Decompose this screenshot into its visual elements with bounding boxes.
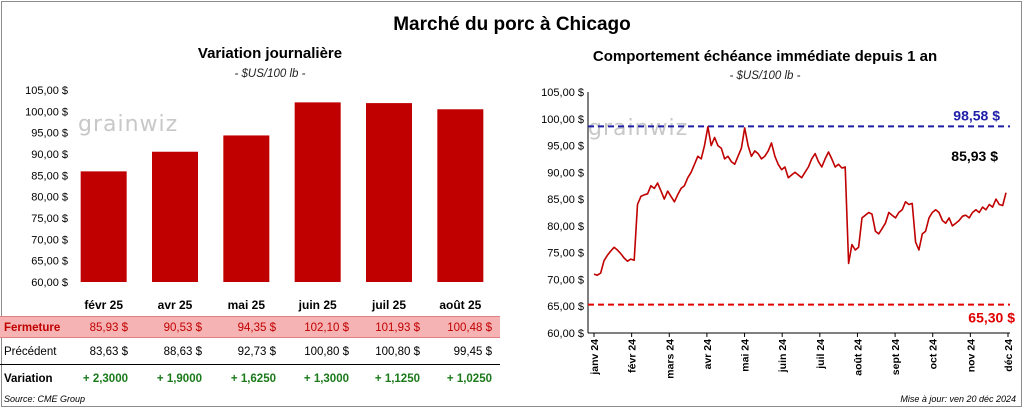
x-tick-label: nov 24 [965, 339, 977, 372]
watermark-logo-left: grainwiz [78, 112, 179, 137]
y-tick-label: 90,00 $ [31, 149, 68, 161]
table-cell: + 2,3000 [82, 373, 128, 385]
x-tick-label: sept 24 [890, 339, 902, 375]
table-row-variation: Variation + 2,3000 + 1,9000 + 1,6250 + 1… [0, 368, 500, 390]
table-cell: 101,93 $ [375, 322, 420, 334]
row-label: Précédent [4, 346, 57, 358]
y-tick-label: 60,00 $ [31, 277, 68, 289]
table-row-fermeture: Fermeture 85,93 $ 90,53 $ 94,35 $ 102,10… [0, 316, 500, 338]
table-cell: + 1,1250 [374, 373, 420, 385]
row-label: Fermeture [4, 322, 61, 334]
table-cell: + 1,6250 [230, 373, 276, 385]
table-cell: 83,63 $ [89, 346, 128, 358]
y-tick-label: 95,00 $ [547, 141, 584, 153]
right-panel-title: Comportement échéance immédiate depuis 1… [592, 48, 938, 65]
table-row-precedent: Précédent 83,63 $ 88,63 $ 92,73 $ 100,80… [0, 341, 500, 363]
y-tick-label: 105,00 $ [25, 85, 68, 97]
x-tick-label: juin 25 [298, 298, 337, 312]
x-tick-label: févr 24 [627, 339, 639, 373]
front-month-line-chart: 60,00 $ 65,00 $ 70,00 $ 75,00 $ 80,00 $ 85,00… [541, 87, 1015, 379]
bar [437, 109, 484, 282]
y-tick-label: 100,00 $ [25, 106, 68, 118]
table-cell: 100,80 $ [304, 346, 349, 358]
x-tick-label: juil 24 [815, 339, 827, 370]
y-tick-label: 75,00 $ [31, 213, 68, 225]
table-cell: 92,73 $ [237, 346, 276, 358]
x-tick-label: janv 24 [589, 339, 601, 376]
bar [80, 171, 127, 282]
x-tick-label: juin 24 [777, 339, 789, 373]
y-tick-label: 65,00 $ [547, 301, 584, 313]
x-tick-label: oct 24 [928, 339, 940, 370]
y-tick-label: 75,00 $ [547, 248, 584, 260]
x-tick-label: déc 24 [1003, 339, 1015, 372]
row-label: Variation [4, 373, 53, 385]
x-tick-label: août 24 [852, 339, 864, 376]
bar [223, 135, 270, 282]
source-note: Source: CME Group [4, 394, 86, 404]
right-panel-subtitle: - $US/100 lb - [729, 70, 801, 82]
table-cell: 94,35 $ [237, 322, 276, 334]
x-tick-label: mai 25 [228, 298, 266, 312]
y-tick-label: 105,00 $ [541, 87, 584, 99]
y-tick-label: 65,00 $ [31, 256, 68, 268]
bar [294, 102, 341, 282]
min-value-label: 65,30 $ [968, 310, 1015, 326]
table-cell: + 1,3000 [303, 373, 349, 385]
bar [152, 151, 198, 282]
table-cell: 100,48 $ [447, 322, 492, 334]
table-cell: + 1,0250 [446, 373, 492, 385]
y-tick-label: 85,00 $ [31, 170, 68, 182]
left-panel-title: Variation journalière [197, 45, 343, 62]
x-tick-label: avr 24 [702, 339, 714, 370]
table-cell: 102,10 $ [304, 322, 349, 334]
table-cell: + 1,9000 [156, 373, 202, 385]
price-table: Fermeture 85,93 $ 90,53 $ 94,35 $ 102,10… [0, 316, 500, 392]
table-cell: 99,45 $ [453, 346, 492, 358]
y-tick-label: 100,00 $ [541, 114, 584, 126]
y-tick-label: 80,00 $ [31, 192, 68, 204]
table-cell: 90,53 $ [163, 322, 202, 334]
y-tick-label: 90,00 $ [547, 167, 584, 179]
table-cell: 85,93 $ [89, 322, 128, 334]
daily-variation-bar-chart: 60,00 $ 65,00 $ 70,00 $ 75,00 $ 80,00 $ 85,00… [25, 85, 484, 312]
x-tick-label: juil 25 [371, 298, 406, 312]
y-tick-label: 85,00 $ [547, 194, 584, 206]
max-value-label: 98,58 $ [953, 107, 1000, 123]
y-tick-label: 70,00 $ [31, 234, 68, 246]
x-tick-label: mai 24 [740, 339, 752, 372]
last-value-label: 85,93 $ [951, 148, 998, 164]
y-tick-label: 60,00 $ [547, 328, 584, 340]
table-cell: 88,63 $ [163, 346, 202, 358]
x-tick-label: mars 24 [664, 339, 676, 379]
x-tick-label: févr 25 [84, 298, 123, 312]
left-panel-subtitle: - $US/100 lb - [234, 68, 306, 80]
price-series-line [593, 125, 1007, 276]
x-tick-label: avr 25 [158, 298, 193, 312]
y-tick-label: 70,00 $ [547, 274, 584, 286]
update-note: Mise à jour: ven 20 déc 2024 [900, 394, 1016, 404]
bar [366, 103, 412, 282]
table-divider [0, 364, 500, 365]
page-title: Marché du porc à Chicago [393, 14, 631, 35]
y-tick-label: 95,00 $ [31, 128, 68, 140]
y-tick-label: 80,00 $ [547, 221, 584, 233]
x-tick-label: août 25 [439, 298, 481, 312]
table-cell: 100,80 $ [375, 346, 420, 358]
watermark-logo-right: grainwiz [588, 116, 689, 141]
